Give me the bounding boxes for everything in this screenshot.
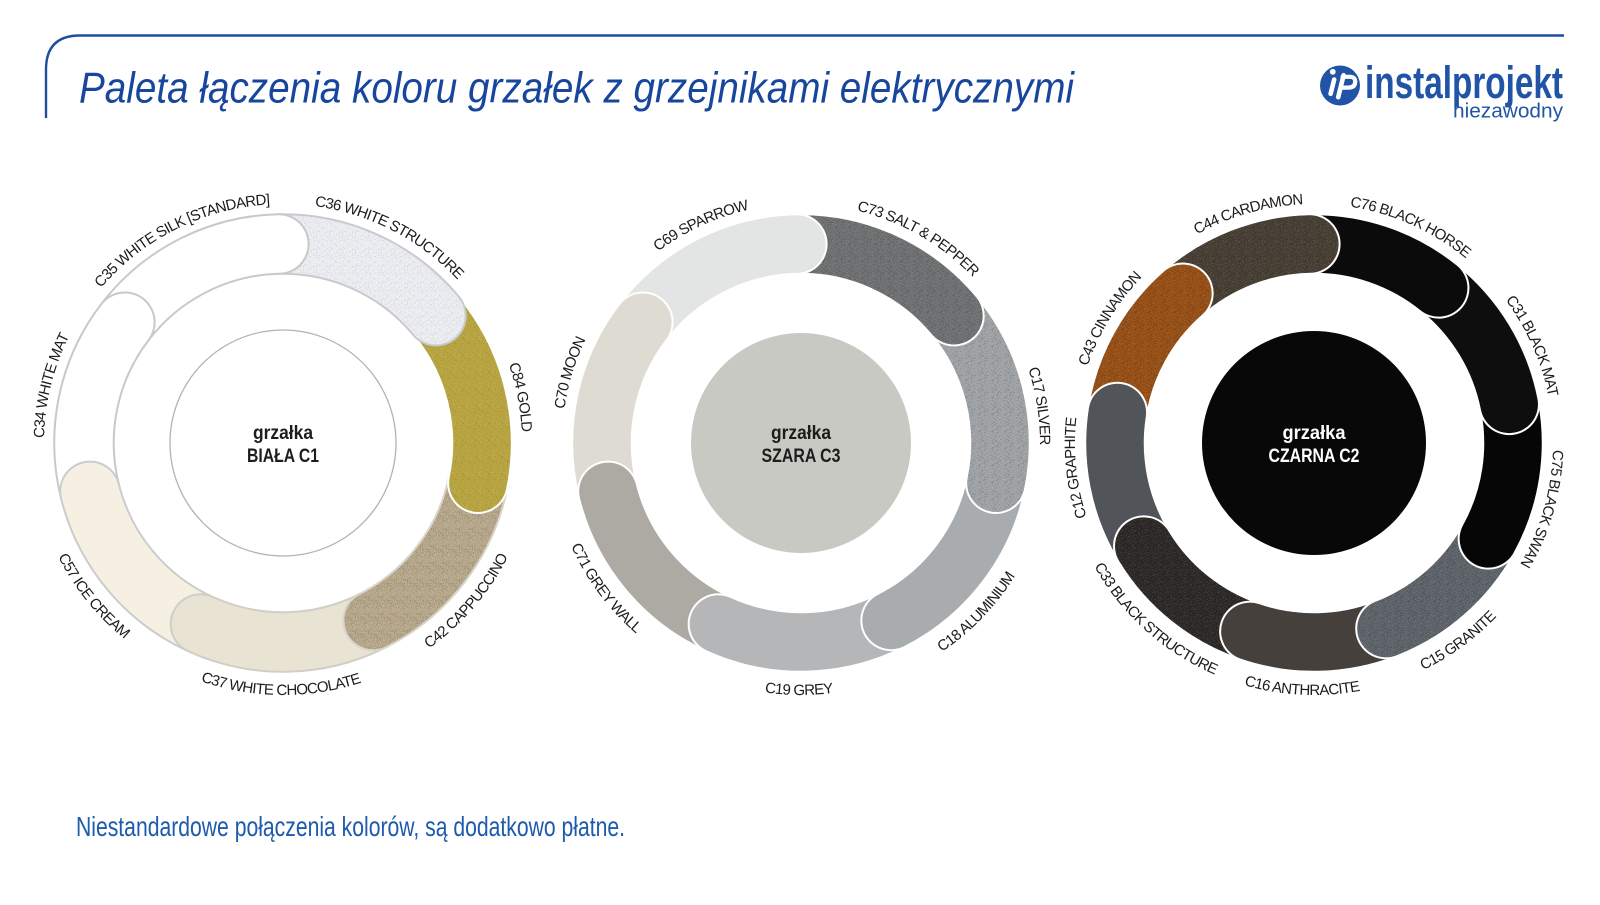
svg-text:Paleta łączenia koloru grzałek: Paleta łączenia koloru grzałek z grzejni… (79, 64, 1075, 113)
svg-text:BIAŁA C1: BIAŁA C1 (247, 446, 319, 467)
svg-text:grzałka: grzałka (771, 423, 831, 444)
svg-text:Niestandardowe połączenia kolo: Niestandardowe połączenia kolorów, są do… (76, 811, 625, 842)
svg-text:instalprojekt: instalprojekt (1365, 57, 1563, 108)
svg-text:CZARNA C2: CZARNA C2 (1269, 446, 1360, 467)
svg-text:C16 ANTHRACITE: C16 ANTHRACITE (1243, 673, 1361, 699)
svg-text:SZARA C3: SZARA C3 (762, 446, 841, 467)
svg-text:niezawodny: niezawodny (1453, 101, 1563, 123)
svg-text:grzałka: grzałka (253, 423, 313, 444)
svg-text:C37 WHITE CHOCOLATE: C37 WHITE CHOCOLATE (199, 669, 363, 699)
svg-text:grzałka: grzałka (1283, 423, 1346, 444)
svg-text:C19 GREY: C19 GREY (764, 680, 834, 700)
